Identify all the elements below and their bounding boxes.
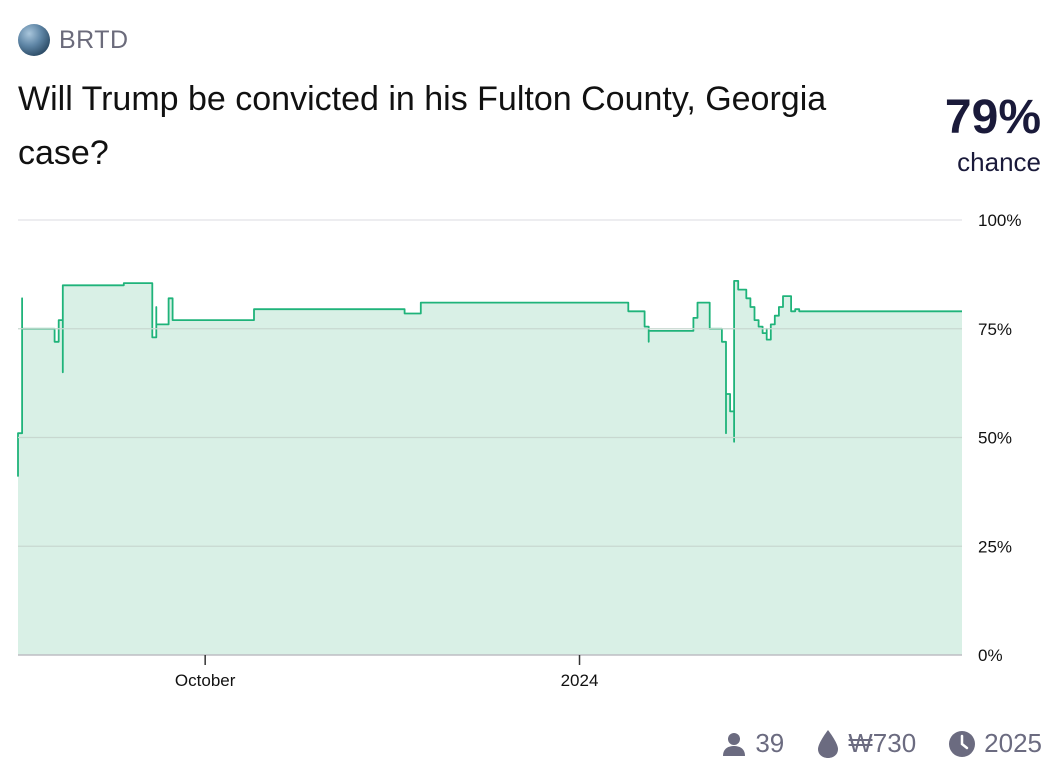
y-tick-label: 0% bbox=[978, 646, 1003, 665]
market-question: Will Trump be convicted in his Fulton Co… bbox=[18, 80, 827, 172]
y-tick-label: 100% bbox=[978, 211, 1021, 230]
globe-avatar-icon bbox=[18, 24, 50, 56]
close-year: 2025 bbox=[984, 728, 1042, 758]
probability: 79% chance bbox=[945, 88, 1041, 176]
market-stats: 39 ₩730 2025 bbox=[689, 728, 1042, 759]
x-tick-label: 2024 bbox=[561, 671, 599, 690]
traders-stat[interactable]: 39 bbox=[721, 728, 784, 759]
probability-value: 79% bbox=[944, 91, 1041, 144]
probability-label: chance bbox=[957, 147, 1041, 177]
creator-name[interactable]: BRTD bbox=[59, 25, 129, 54]
close-date-stat[interactable]: 2025 bbox=[948, 728, 1042, 759]
volume-stat[interactable]: ₩730 bbox=[816, 728, 916, 759]
creator[interactable]: BRTD bbox=[18, 24, 129, 56]
droplet-icon bbox=[816, 729, 840, 759]
series-0-area bbox=[18, 280, 962, 655]
traders-count: 39 bbox=[755, 728, 785, 758]
y-tick-label: 50% bbox=[978, 429, 1012, 448]
y-tick-label: 75% bbox=[978, 320, 1012, 339]
y-tick-label: 25% bbox=[978, 537, 1012, 556]
volume-value: ₩730 bbox=[848, 728, 917, 758]
user-icon bbox=[721, 731, 747, 757]
clock-icon bbox=[948, 730, 976, 758]
probability-chart[interactable]: 100% 75% 50% 25% 0% October 2024 bbox=[0, 190, 1054, 710]
x-tick-label: October bbox=[175, 671, 236, 690]
